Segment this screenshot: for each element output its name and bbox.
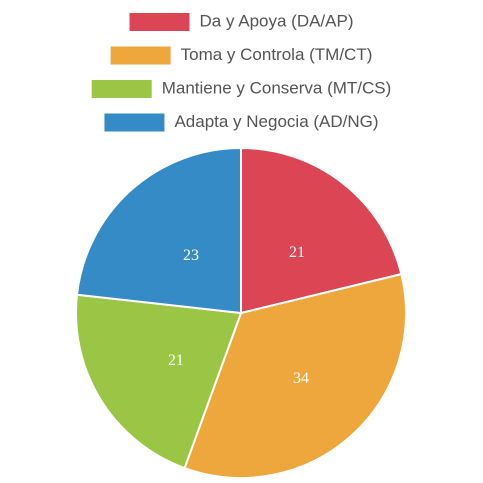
legend-label: Mantiene y Conserva (MT/CS) [162, 78, 392, 97]
legend-item: Da y Apoya (DA/AP) [129, 11, 354, 31]
legend-swatch [91, 80, 152, 98]
legend-swatch [129, 13, 190, 31]
legend-swatch [104, 113, 165, 132]
legend-item: Mantiene y Conserva (MT/CS) [91, 78, 392, 98]
legend-item: Toma y Controla (TM/CT) [110, 45, 373, 65]
pie-slice [75, 146, 242, 315]
pie-slice [75, 293, 243, 470]
legend-label: Adapta y Negocia (AD/NG) [174, 112, 378, 131]
data-label: 34 [293, 370, 309, 387]
legend-item: Adapta y Negocia (AD/NG) [104, 112, 379, 132]
pie-slice [240, 146, 403, 315]
legend-swatch [110, 46, 171, 65]
data-label: 23 [183, 247, 199, 264]
data-label: 21 [289, 244, 305, 261]
legend-label: Da y Apoya (DA/AP) [199, 11, 353, 30]
legend-label: Toma y Controla (TM/CT) [181, 45, 373, 64]
data-label: 21 [168, 352, 184, 369]
pie-slice [183, 272, 407, 479]
